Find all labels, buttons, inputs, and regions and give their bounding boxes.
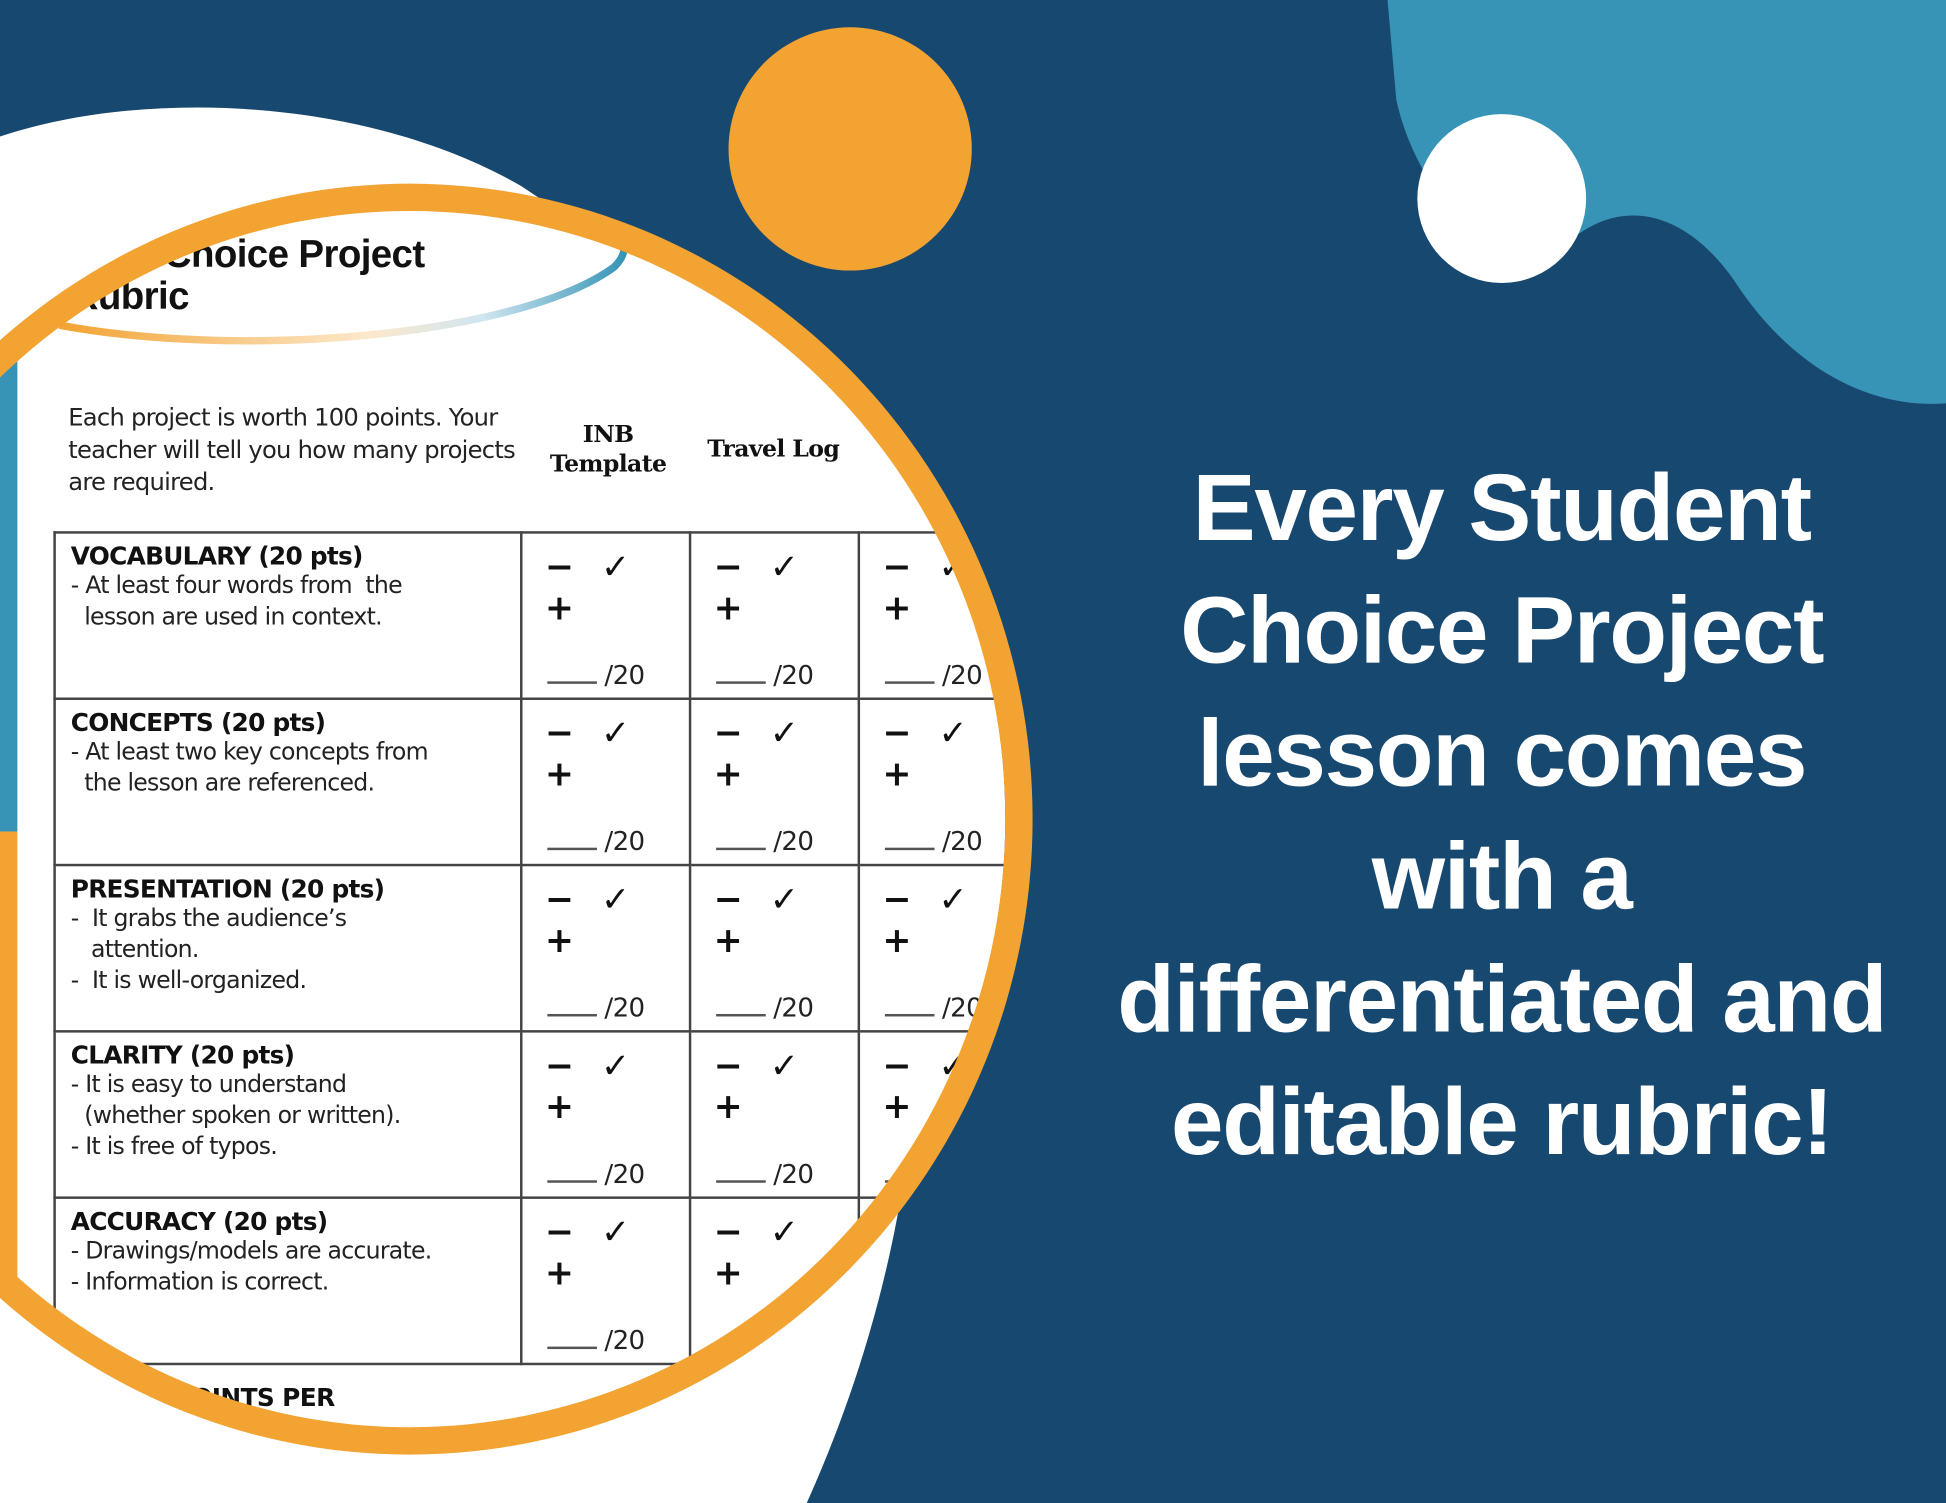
orange-circle [728,27,972,271]
white-circle [1417,114,1587,283]
light-blue-blob [1387,0,1946,404]
headline: Every Student Choice Project lesson come… [1117,455,1887,1176]
